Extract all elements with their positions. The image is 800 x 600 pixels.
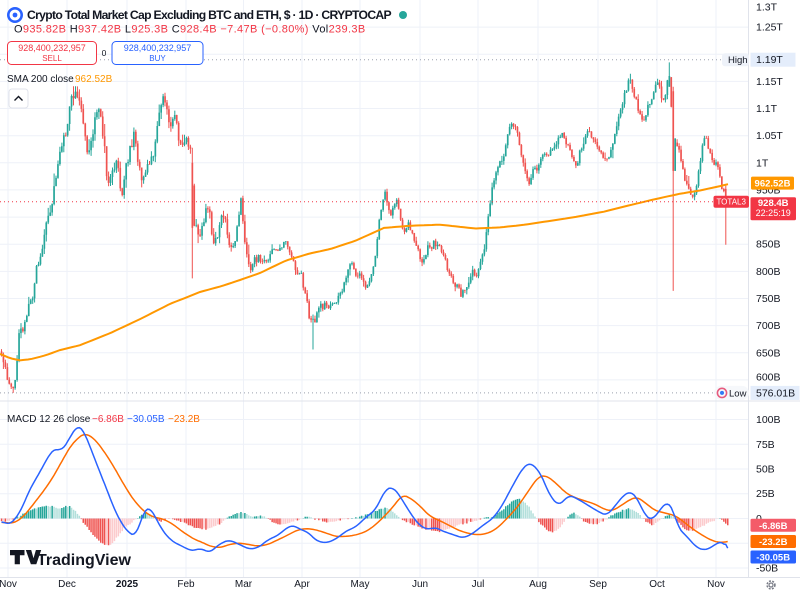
svg-text:Dec: Dec [58,579,76,590]
svg-text:50B: 50B [756,464,775,476]
svg-text:−6.86B: −6.86B [92,414,124,425]
svg-text:Crypto Total Market Cap Exclud: Crypto Total Market Cap Excluding BTC an… [27,8,392,22]
svg-text:1.1T: 1.1T [756,103,778,115]
svg-text:-30.05B: -30.05B [756,553,790,564]
svg-text:962.52B: 962.52B [755,179,791,190]
svg-text:-6.86B: -6.86B [759,521,788,532]
svg-text:Feb: Feb [177,579,195,590]
svg-text:Apr: Apr [294,579,310,590]
svg-text:800B: 800B [756,266,781,278]
svg-text:Aug: Aug [529,579,547,590]
svg-text:22:25:19: 22:25:19 [756,208,791,218]
svg-text:2025: 2025 [116,579,139,590]
svg-text:Mar: Mar [235,579,253,590]
svg-text:100B: 100B [756,414,781,426]
svg-text:928,400,232,957: 928,400,232,957 [124,43,192,53]
svg-text:SELL: SELL [42,54,62,63]
svg-text:576.01B: 576.01B [756,387,795,399]
svg-text:MACD 12 26 close: MACD 12 26 close [7,414,91,425]
svg-text:−30.05B: −30.05B [127,414,165,425]
svg-text:650B: 650B [756,347,781,359]
svg-text:−23.2B: −23.2B [168,414,200,425]
svg-text:SMA 200 close: SMA 200 close [7,74,74,85]
svg-text:928,400,232,957: 928,400,232,957 [18,43,86,53]
svg-text:Nov: Nov [0,579,17,590]
svg-text:O935.82B H937.42B L925.3B C928: O935.82B H937.42B L925.3B C928.4B −7.47B… [14,24,366,36]
svg-text:-50B: -50B [756,563,778,575]
svg-text:TradingView: TradingView [37,552,132,569]
svg-text:Nov: Nov [707,579,725,590]
svg-text:600B: 600B [756,372,781,384]
svg-text:High: High [728,55,748,66]
svg-text:700B: 700B [756,320,781,332]
svg-text:962.52B: 962.52B [75,74,113,85]
svg-text:1.15T: 1.15T [756,76,783,88]
svg-text:25B: 25B [756,488,775,500]
svg-text:Jun: Jun [412,579,428,590]
svg-text:1T: 1T [756,157,769,169]
svg-text:750B: 750B [756,293,781,305]
svg-text:Low: Low [729,388,747,399]
svg-text:850B: 850B [756,239,781,251]
svg-text:1.19T: 1.19T [756,54,783,66]
svg-text:BUY: BUY [149,54,166,63]
svg-text:1.25T: 1.25T [756,22,783,34]
svg-text:0: 0 [102,48,107,58]
svg-text:Oct: Oct [649,579,665,590]
svg-text:May: May [351,579,370,590]
svg-text:Jul: Jul [472,579,485,590]
svg-text:TOTAL3: TOTAL3 [716,198,746,207]
svg-text:-23.2B: -23.2B [759,537,788,548]
svg-text:Sep: Sep [589,579,607,590]
svg-text:1.05T: 1.05T [756,130,783,142]
svg-text:75B: 75B [756,439,775,451]
svg-text:1.3T: 1.3T [756,2,778,14]
svg-text:928.4B: 928.4B [758,198,789,209]
